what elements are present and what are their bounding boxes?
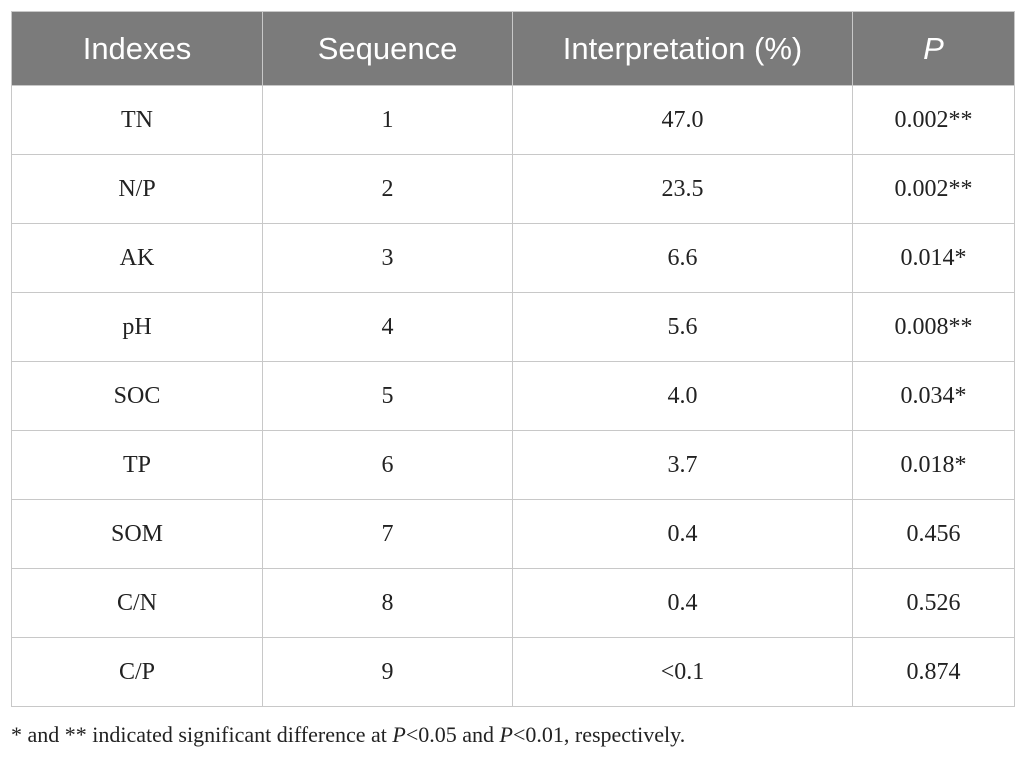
table-cell: 4.0 <box>512 361 853 431</box>
table-cell: N/P <box>11 154 263 224</box>
table-row: TP 6 3.7 0.018* <box>11 430 1015 500</box>
data-table: Indexes Sequence Interpretation (%) P TN 1 47… <box>11 11 1015 707</box>
table-cell: C/N <box>11 568 263 638</box>
table-cell: 0.874 <box>852 637 1015 707</box>
table-row: C/N 8 0.4 0.526 <box>11 568 1015 638</box>
table-row: pH 4 5.6 0.008** <box>11 292 1015 362</box>
header-cell: P <box>852 11 1015 86</box>
table-cell: 8 <box>262 568 513 638</box>
header-cell: Indexes <box>11 11 263 86</box>
footnote-text: P <box>499 722 513 747</box>
footnote-text: <0.05 and <box>405 722 500 747</box>
header-row: Indexes Sequence Interpretation (%) P <box>11 11 1015 86</box>
table-cell: 5.6 <box>512 292 853 362</box>
table-cell: 0.4 <box>512 499 853 569</box>
header-cell: Sequence <box>262 11 513 86</box>
table-cell: <0.1 <box>512 637 853 707</box>
table-cell: 3.7 <box>512 430 853 500</box>
table-cell: 47.0 <box>512 85 853 155</box>
table-cell: 0.4 <box>512 568 853 638</box>
table-cell: SOC <box>11 361 263 431</box>
footnote-text: P <box>392 722 406 747</box>
footnote: * and ** indicated significant differenc… <box>11 722 685 748</box>
table-row: TN 1 47.0 0.002** <box>11 85 1015 155</box>
table-cell: 0.008** <box>852 292 1015 362</box>
table-body: TN 1 47.0 0.002** N/P 2 23.5 0.002** AK 3 6.6 0.014… <box>11 85 1015 707</box>
table-row: N/P 2 23.5 0.002** <box>11 154 1015 224</box>
table-cell: 0.526 <box>852 568 1015 638</box>
table-row: AK 3 6.6 0.014* <box>11 223 1015 293</box>
table-cell: 0.014* <box>852 223 1015 293</box>
table-cell: 6.6 <box>512 223 853 293</box>
table-cell: 2 <box>262 154 513 224</box>
table-cell: C/P <box>11 637 263 707</box>
table-cell: AK <box>11 223 263 293</box>
table-cell: 9 <box>262 637 513 707</box>
table-row: C/P 9 <0.1 0.874 <box>11 637 1015 707</box>
table-cell: 6 <box>262 430 513 500</box>
table-cell: 1 <box>262 85 513 155</box>
table-cell: 23.5 <box>512 154 853 224</box>
footnote-text: <0.01, respectively. <box>512 722 686 747</box>
table-cell: SOM <box>11 499 263 569</box>
table-row: SOM 7 0.4 0.456 <box>11 499 1015 569</box>
table-row: SOC 5 4.0 0.034* <box>11 361 1015 431</box>
table-cell: 4 <box>262 292 513 362</box>
header-cell: Interpretation (%) <box>512 11 853 86</box>
table-cell: 0.456 <box>852 499 1015 569</box>
table-cell: 5 <box>262 361 513 431</box>
table-cell: 0.034* <box>852 361 1015 431</box>
table-cell: 0.002** <box>852 85 1015 155</box>
table-cell: TP <box>11 430 263 500</box>
table-cell: 0.002** <box>852 154 1015 224</box>
table-cell: 3 <box>262 223 513 293</box>
table-cell: TN <box>11 85 263 155</box>
table-cell: 7 <box>262 499 513 569</box>
table-cell: 0.018* <box>852 430 1015 500</box>
footnote-text: * and ** indicated significant differenc… <box>11 722 393 747</box>
table-cell: pH <box>11 292 263 362</box>
